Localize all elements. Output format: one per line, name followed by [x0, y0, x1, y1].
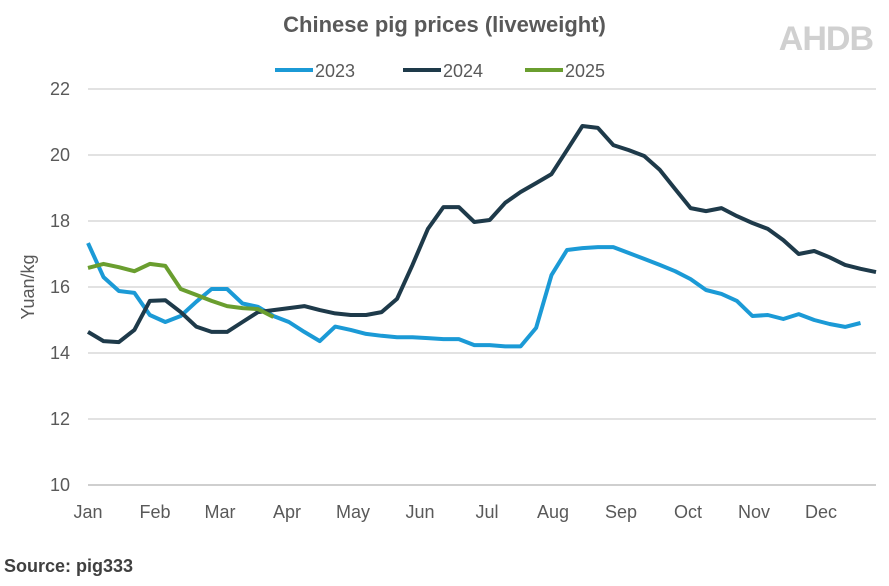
legend-label-2025: 2025: [565, 61, 605, 81]
x-tick-label: Jan: [73, 502, 102, 522]
x-tick-label: May: [336, 502, 370, 522]
x-tick-label: Nov: [738, 502, 770, 522]
x-tick-label: Feb: [139, 502, 170, 522]
series-line-2024: [86, 124, 877, 345]
ahdb-logo: AHDB: [778, 20, 874, 58]
y-tick-label: 12: [50, 409, 70, 429]
x-tick-label: Jul: [475, 502, 498, 522]
x-tick-label: Aug: [537, 502, 569, 522]
source-note: Source: pig333: [4, 556, 134, 576]
legend-label-2023: 2023: [315, 61, 355, 81]
legend-label-2024: 2024: [443, 61, 483, 81]
y-tick-label: 18: [50, 211, 70, 231]
y-tick-label: 16: [50, 277, 70, 297]
x-tick-label: Oct: [674, 502, 702, 522]
y-tick-label: 10: [50, 475, 70, 495]
chart-title: Chinese pig prices (liveweight): [283, 12, 606, 37]
x-tick-label: Dec: [805, 502, 837, 522]
x-tick-label: Sep: [605, 502, 637, 522]
y-tick-label: 14: [50, 343, 70, 363]
y-axis-label: Yuan/kg: [18, 254, 38, 319]
x-tick-label: Apr: [273, 502, 301, 522]
x-tick-label: Mar: [205, 502, 236, 522]
x-tick-label: Jun: [405, 502, 434, 522]
y-tick-label: 22: [50, 79, 70, 99]
y-tick-label: 20: [50, 145, 70, 165]
